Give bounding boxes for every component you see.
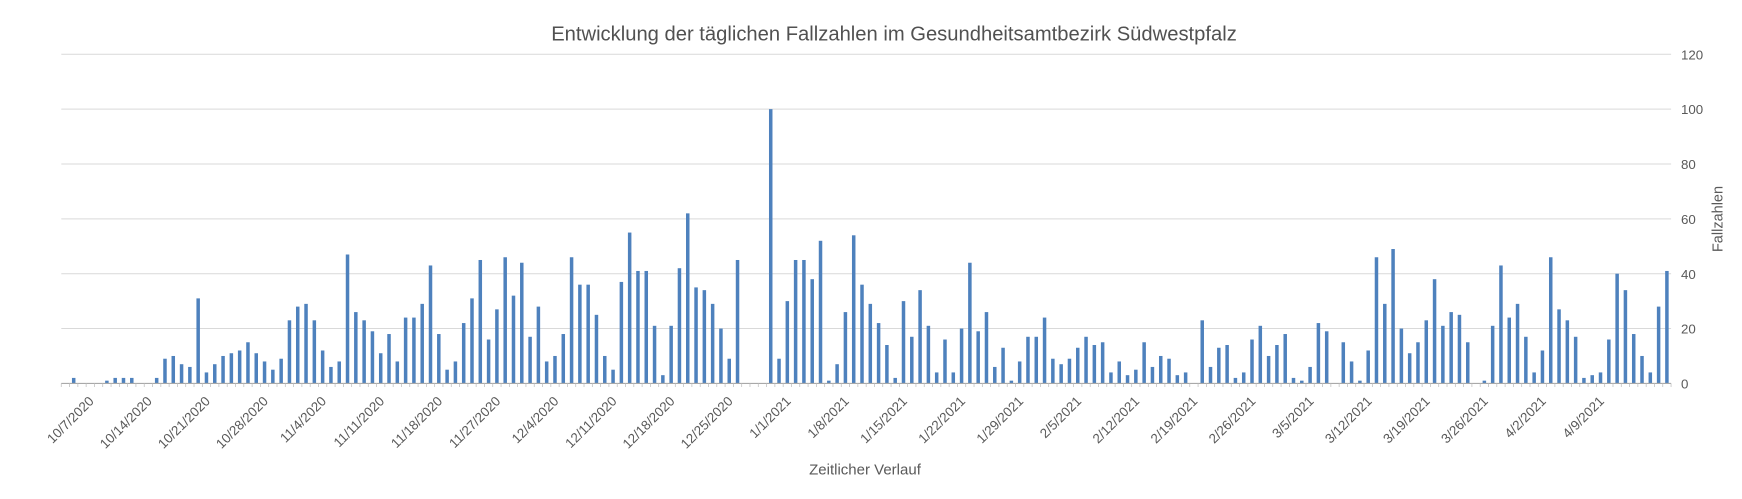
svg-text:60: 60 — [1681, 212, 1696, 227]
svg-text:120: 120 — [1681, 47, 1703, 62]
svg-text:20: 20 — [1681, 322, 1696, 337]
svg-text:Fallzahlen: Fallzahlen — [1711, 186, 1727, 252]
svg-text:80: 80 — [1681, 157, 1696, 172]
svg-text:0: 0 — [1681, 377, 1688, 392]
svg-text:100: 100 — [1681, 102, 1703, 117]
svg-text:Entwicklung der täglichen Fall: Entwicklung der täglichen Fallzahlen im … — [551, 24, 1237, 46]
svg-text:40: 40 — [1681, 267, 1696, 282]
svg-text:Zeitlicher Verlauf: Zeitlicher Verlauf — [809, 461, 922, 478]
